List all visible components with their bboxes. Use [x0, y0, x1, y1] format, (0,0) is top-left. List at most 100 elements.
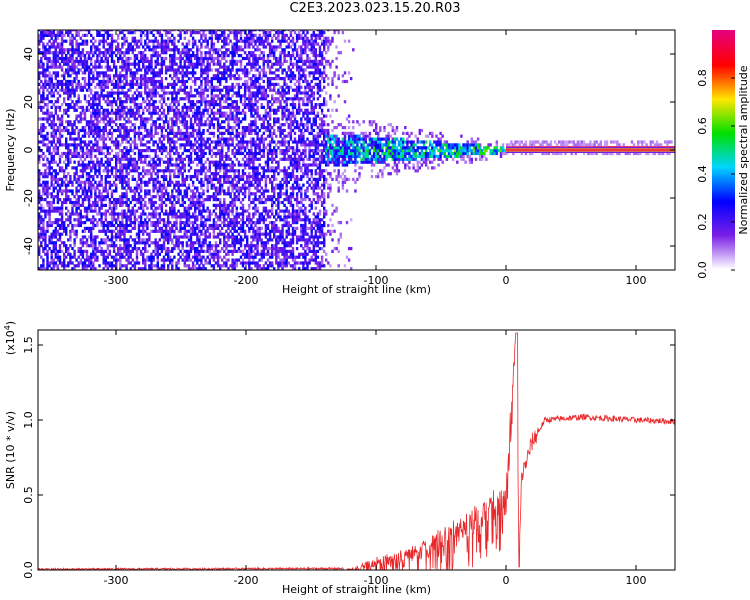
heat-cell: [173, 111, 176, 115]
heat-cell: [58, 212, 62, 216]
heat-cell: [162, 111, 166, 115]
heat-cell: [162, 186, 166, 190]
heat-cell: [237, 249, 241, 253]
heat-cell: [154, 62, 157, 66]
heat-cell: [229, 218, 232, 222]
heat-cell: [139, 229, 143, 233]
heat-cell: [235, 143, 238, 147]
heat-cell: [150, 65, 153, 69]
heat-cell: [231, 65, 234, 69]
heat-cell: [108, 30, 112, 32]
heat-cell: [123, 200, 126, 205]
heat-cell: [115, 65, 118, 69]
heat-cell: [117, 200, 120, 205]
heat-cell: [81, 169, 85, 173]
heat-cell: [171, 33, 174, 37]
heat-cell: [219, 54, 222, 58]
heat-cell: [200, 183, 203, 187]
heat-cell: [169, 183, 172, 187]
heat-cell: [189, 56, 193, 61]
heat-cell: [73, 48, 76, 52]
heat-cell: [117, 252, 120, 256]
heat-cell: [185, 30, 189, 32]
heat-cell: [92, 65, 95, 69]
heat-cell: [56, 128, 60, 133]
heat-cell: [216, 48, 220, 52]
heat-cell: [202, 111, 205, 115]
heat-cell: [98, 71, 101, 75]
heat-cell: [219, 151, 222, 156]
heat-cell: [139, 223, 143, 228]
heat-cell: [52, 264, 55, 268]
heat-cell: [115, 100, 118, 104]
heat-cell: [233, 200, 236, 205]
heat-cell: [162, 59, 166, 63]
heat-cell: [121, 238, 124, 242]
heat-cell: [67, 157, 70, 161]
heat-cell: [77, 195, 80, 199]
heat-cell: [231, 206, 234, 210]
heat-cell: [108, 51, 112, 55]
heat-cell: [233, 31, 236, 35]
heat-cell: [63, 160, 66, 164]
heat-cell: [169, 36, 172, 40]
heat-cell: [63, 175, 66, 179]
heat-cell: [123, 238, 126, 242]
heat-cell: [100, 128, 103, 133]
heat-cell: [167, 151, 170, 156]
heat-cell: [158, 30, 161, 32]
heat-cell: [146, 45, 149, 49]
heat-cell: [79, 238, 82, 242]
heat-cell: [144, 160, 147, 164]
heat-cell: [100, 180, 103, 184]
heat-cell: [85, 149, 89, 153]
heat-cell: [65, 88, 68, 92]
heat-cell: [79, 85, 82, 89]
heat-cell: [225, 105, 228, 109]
heat-cell: [133, 221, 137, 225]
heat-cell: [164, 77, 168, 81]
heat-cell: [191, 221, 195, 225]
heat-cell: [171, 215, 174, 219]
heat-cell: [83, 209, 87, 213]
heat-cell: [150, 252, 153, 256]
heat-cell: [92, 111, 95, 115]
heat-cell: [167, 195, 170, 199]
heat-cell: [40, 31, 43, 35]
heat-cell: [187, 97, 191, 101]
heat-cell: [202, 62, 205, 66]
heat-cell: [133, 117, 137, 121]
heat-cell: [231, 189, 234, 193]
heat-cell: [65, 264, 68, 268]
heat-cell: [189, 126, 193, 130]
heat-cell: [129, 74, 132, 78]
heat-cell: [67, 215, 70, 219]
heat-cell: [121, 255, 124, 259]
heat-cell: [177, 68, 180, 72]
heat-cell: [216, 226, 220, 230]
heat-cell: [231, 166, 234, 170]
heat-cell: [129, 48, 132, 52]
heat-cell: [191, 134, 195, 138]
heat-cell: [127, 215, 130, 219]
heat-cell: [160, 244, 164, 248]
heat-cell: [63, 39, 66, 43]
heat-cell: [221, 111, 224, 115]
heat-cell: [79, 111, 82, 115]
heat-cell: [90, 154, 93, 158]
heat-cell: [96, 247, 99, 251]
heat-cell: [38, 238, 41, 242]
heat-cell: [52, 198, 55, 202]
heat-cell: [225, 252, 228, 256]
heat-cell: [210, 85, 213, 89]
heat-cell: [167, 223, 170, 228]
heat-cell: [56, 105, 60, 109]
heat-cell: [158, 108, 161, 112]
heat-cell: [94, 94, 97, 98]
heat-cell: [98, 82, 101, 86]
heat-cell: [181, 108, 184, 112]
heat-cell: [179, 36, 182, 40]
heat-cell: [83, 186, 87, 190]
heat-cell: [137, 30, 141, 32]
heat-cell: [173, 169, 176, 173]
